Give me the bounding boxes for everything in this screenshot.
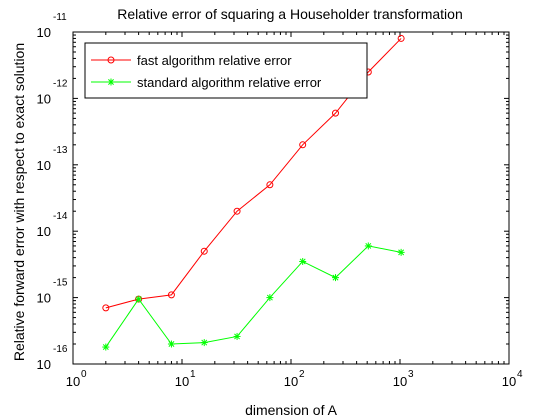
- y-tick-label: 10: [37, 291, 51, 306]
- star-marker: [364, 242, 372, 250]
- legend-item: fast algorithm relative error: [91, 53, 292, 68]
- star-marker: [135, 295, 143, 303]
- x-tick-exponent: 3: [408, 369, 414, 380]
- circle-marker: [397, 34, 405, 42]
- star-marker: [102, 343, 110, 351]
- star-marker: [200, 339, 208, 347]
- y-tick-exponent: -13: [53, 145, 68, 156]
- chart-title: Relative error of squaring a Householder…: [117, 6, 463, 22]
- y-tick-label: 10: [37, 224, 51, 239]
- y-axis-label: Relative forward error with respect to e…: [11, 43, 27, 361]
- y-tick-exponent: -15: [53, 278, 68, 289]
- star-marker: [107, 78, 115, 86]
- series-line: [105, 245, 402, 348]
- y-tick-label: 10: [37, 357, 51, 372]
- circle-marker: [266, 181, 274, 189]
- y-tick-exponent: -11: [53, 12, 67, 23]
- x-axis-label: dimension of A: [245, 402, 337, 418]
- x-tick-exponent: 2: [299, 369, 305, 380]
- series-layer: [102, 34, 405, 351]
- series-standard-algorithm: [102, 242, 405, 351]
- circle-marker: [200, 247, 208, 255]
- star-marker: [233, 332, 241, 340]
- circle-marker: [107, 56, 115, 64]
- legend-box: [84, 42, 368, 99]
- y-tick-label: 10: [37, 25, 51, 40]
- y-tick-label: 10: [37, 158, 51, 173]
- y-tick-label: 10: [37, 91, 51, 106]
- x-tick-label: 10: [175, 374, 189, 389]
- axis-tick-labels: 10 0 10 1 10 2 10 3 10 410-1610-1510-1410-1310-12…: [37, 12, 523, 389]
- y-tick-exponent: -14: [53, 211, 68, 222]
- star-marker: [266, 294, 274, 302]
- y-tick-exponent: -12: [53, 78, 68, 89]
- axis-ticks: [72, 31, 510, 365]
- x-tick-label: 10: [284, 374, 298, 389]
- star-marker: [331, 274, 339, 282]
- x-tick-label: 10: [393, 374, 407, 389]
- legend-label: standard algorithm relative error: [137, 75, 322, 90]
- circle-marker: [331, 109, 339, 117]
- x-tick-exponent: 0: [81, 369, 87, 380]
- legend-item: standard algorithm relative error: [91, 75, 322, 90]
- y-tick-exponent: -16: [53, 344, 68, 355]
- x-tick-exponent: 1: [190, 369, 196, 380]
- legend-label: fast algorithm relative error: [137, 53, 292, 68]
- circle-marker: [299, 141, 307, 149]
- star-marker: [167, 340, 175, 348]
- x-tick-label: 10: [502, 374, 516, 389]
- circle-marker: [102, 304, 110, 312]
- circle-marker: [167, 291, 175, 299]
- legend: fast algorithm relative error standard al…: [84, 42, 368, 99]
- circle-marker: [233, 207, 241, 215]
- star-marker: [299, 257, 307, 265]
- x-tick-exponent: 4: [517, 369, 523, 380]
- star-marker: [397, 248, 405, 256]
- x-tick-label: 10: [66, 374, 80, 389]
